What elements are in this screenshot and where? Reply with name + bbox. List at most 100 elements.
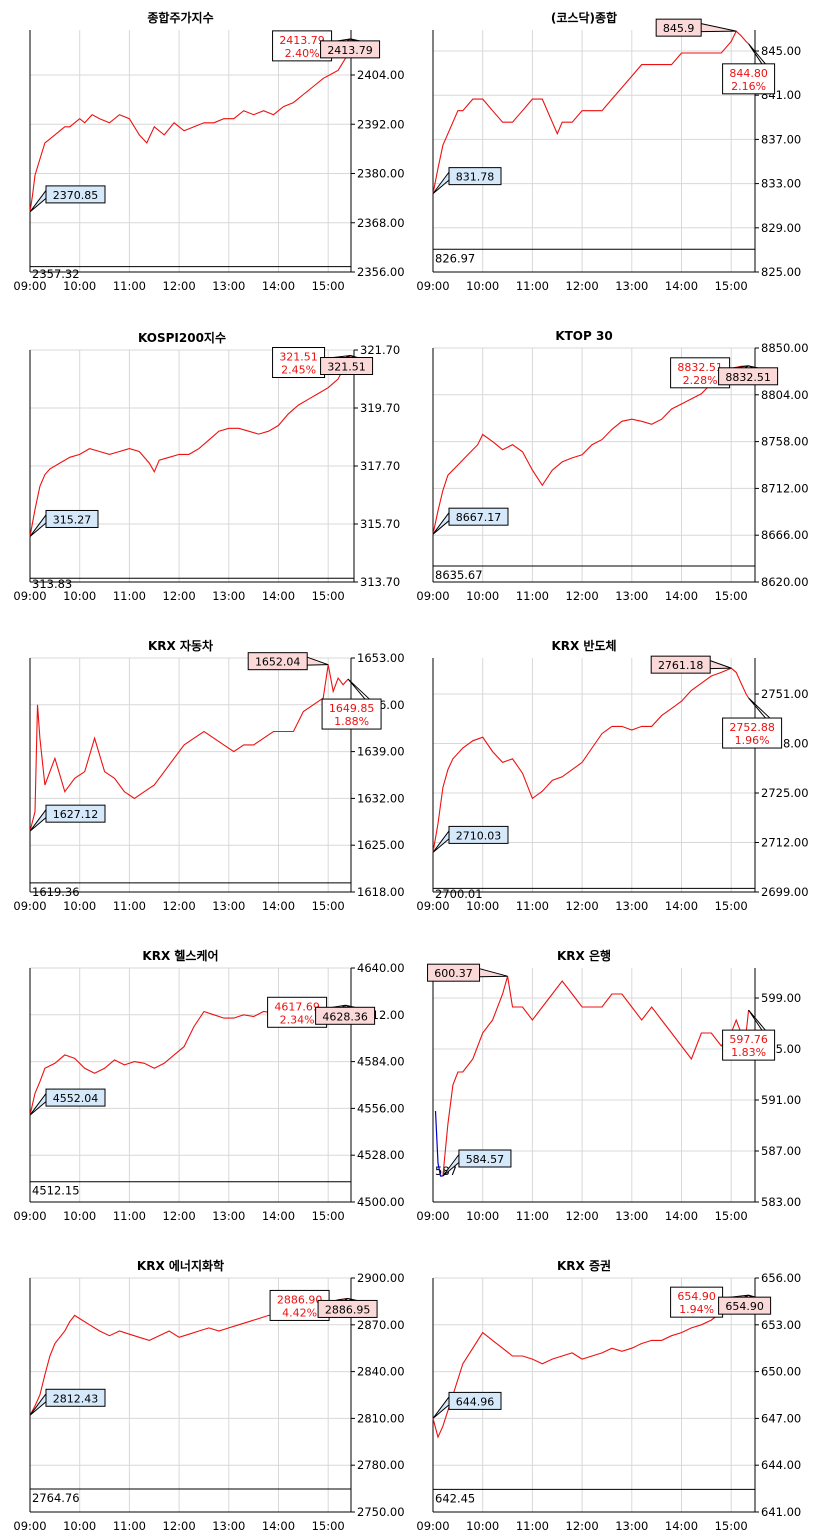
last-callout-box xyxy=(722,63,776,95)
x-tick-label: 13:00 xyxy=(615,1209,648,1223)
high-callout-text: 2.28% xyxy=(683,374,718,387)
price-line xyxy=(442,976,750,1177)
high-callout-text: 2.45% xyxy=(281,364,316,377)
last-callout-text: 1.88% xyxy=(334,715,369,728)
x-tick-label: 14:00 xyxy=(665,589,698,603)
high-callout-text: 2.34% xyxy=(280,1013,315,1026)
chart-panel-6: KRX 반도체2751.002738.002725.002712.002699.… xyxy=(416,638,808,913)
x-tick-label: 11:00 xyxy=(516,899,549,913)
open-callout-pointer xyxy=(29,190,47,213)
x-tick-label: 14:00 xyxy=(665,1209,698,1223)
x-tick-label: 10:00 xyxy=(466,899,499,913)
last-callout-text: 654.90 xyxy=(725,1300,764,1313)
last-callout-box xyxy=(320,40,381,59)
x-tick-label: 13:00 xyxy=(212,589,245,603)
y-tick-label: 1653.00 xyxy=(357,651,405,665)
open-callout-pointer xyxy=(432,171,450,195)
open-callout-text: 584.57 xyxy=(466,1153,505,1166)
x-tick-label: 13:00 xyxy=(615,279,648,293)
open-callout-text: 4552.04 xyxy=(53,1092,99,1105)
y-tick-label: 2699.00 xyxy=(761,885,809,899)
last-callout-text: 321.51 xyxy=(327,361,366,374)
x-tick-label: 13:00 xyxy=(212,279,245,293)
open-callout-box xyxy=(45,804,106,823)
open-callout-pointer xyxy=(29,1093,47,1116)
chart-panel-7: KRX 헬스케어4640.004612.004584.004556.004528… xyxy=(13,948,404,1223)
open-callout-pointer xyxy=(432,512,450,535)
x-tick-label: 14:00 xyxy=(665,279,698,293)
high-callout-box xyxy=(272,347,326,379)
y-tick-label: 656.00 xyxy=(761,1271,801,1285)
x-tick-label: 12:00 xyxy=(163,1519,196,1533)
x-tick-label: 14:00 xyxy=(262,1209,295,1223)
last-callout-box xyxy=(718,367,779,386)
open-callout-box xyxy=(45,1088,106,1107)
x-tick-label: 12:00 xyxy=(163,589,196,603)
last-callout-box xyxy=(317,1299,378,1318)
open-callout-box xyxy=(45,509,99,528)
x-tick-label: 12:00 xyxy=(163,1209,196,1223)
high-callout-text: 1.94% xyxy=(679,1303,714,1316)
y-tick-label: 4556.00 xyxy=(357,1101,405,1115)
x-tick-label: 12:00 xyxy=(566,279,599,293)
x-tick-label: 11:00 xyxy=(113,589,146,603)
last-callout-box xyxy=(321,698,382,730)
open-callout-box xyxy=(448,167,502,186)
chart-title: KRX 은행 xyxy=(557,948,611,963)
x-tick-label: 09:00 xyxy=(416,899,449,913)
chart-panel-3: KOSPI200지수 321.70 319.70 317.70 315.70 313.70… xyxy=(13,330,400,603)
x-tick-label: 12:00 xyxy=(566,899,599,913)
chart-panel-8: KRX 은행599.00595.00591.00587.00583.0009:0… xyxy=(416,948,801,1223)
last-callout-box xyxy=(722,717,783,749)
y-tick-label: 825.00 xyxy=(761,265,801,279)
x-tick-label: 10:00 xyxy=(63,1209,96,1223)
high-callout-box xyxy=(247,652,308,671)
y-tick-label: 587.00 xyxy=(761,1144,801,1158)
y-tick-label: 4640.00 xyxy=(357,961,405,975)
y-tick-label: 8804.00 xyxy=(761,388,809,402)
open-callout-text: 2812.43 xyxy=(53,1392,99,1405)
x-tick-label: 11:00 xyxy=(113,279,146,293)
y-tick-label: 2751.00 xyxy=(761,687,809,701)
y-tick-label: 2380.00 xyxy=(357,167,405,181)
y-tick-label: 4500.00 xyxy=(357,1195,405,1209)
open-callout-text: 2710.03 xyxy=(456,829,502,842)
last-callout-text: 2413.79 xyxy=(327,44,373,57)
last-callout-text: 1649.85 xyxy=(329,702,375,715)
x-tick-label: 10:00 xyxy=(63,589,96,603)
x-tick-label: 11:00 xyxy=(113,1209,146,1223)
high-callout-box xyxy=(670,1286,724,1318)
chart-title: KRX 반도체 xyxy=(551,638,616,653)
last-callout-text: 2752.88 xyxy=(729,721,775,734)
open-callout-text: 315.27 xyxy=(53,513,92,526)
y-tick-label: 8712.00 xyxy=(761,481,809,495)
last-callout-box xyxy=(722,1029,776,1061)
x-tick-label: 15:00 xyxy=(715,589,748,603)
chart-title: KRX 헬스케어 xyxy=(142,948,218,963)
last-callout-text: 2886.95 xyxy=(325,1303,371,1316)
y-tick-label: 2404.00 xyxy=(357,68,405,82)
price-line xyxy=(432,667,750,853)
y-tick-label: 315.70 xyxy=(360,517,400,531)
high-callout-text: 8832.51 xyxy=(677,361,723,374)
y-tick-label: 829.00 xyxy=(761,221,801,235)
x-tick-label: 09:00 xyxy=(416,589,449,603)
high-callout-pointer xyxy=(701,23,737,33)
price-line xyxy=(29,355,352,537)
y-tick-label: 1618.00 xyxy=(357,885,405,899)
high-callout-text: 2761.18 xyxy=(658,659,704,672)
high-callout-pointer xyxy=(307,656,329,666)
x-tick-label: 11:00 xyxy=(516,589,549,603)
x-tick-label: 15:00 xyxy=(312,899,345,913)
open-callout-box xyxy=(458,1149,512,1168)
last-callout-text: 597.76 xyxy=(729,1033,768,1046)
high-callout-text: 600.37 xyxy=(434,967,473,980)
x-tick-label: 11:00 xyxy=(113,899,146,913)
high-callout-pointer xyxy=(479,968,508,978)
x-tick-label: 11:00 xyxy=(516,1209,549,1223)
x-tick-label: 15:00 xyxy=(312,1209,345,1223)
prev-close-label: 8635.67 xyxy=(435,568,483,582)
x-tick-label: 12:00 xyxy=(566,1209,599,1223)
open-callout-box xyxy=(45,1388,106,1407)
